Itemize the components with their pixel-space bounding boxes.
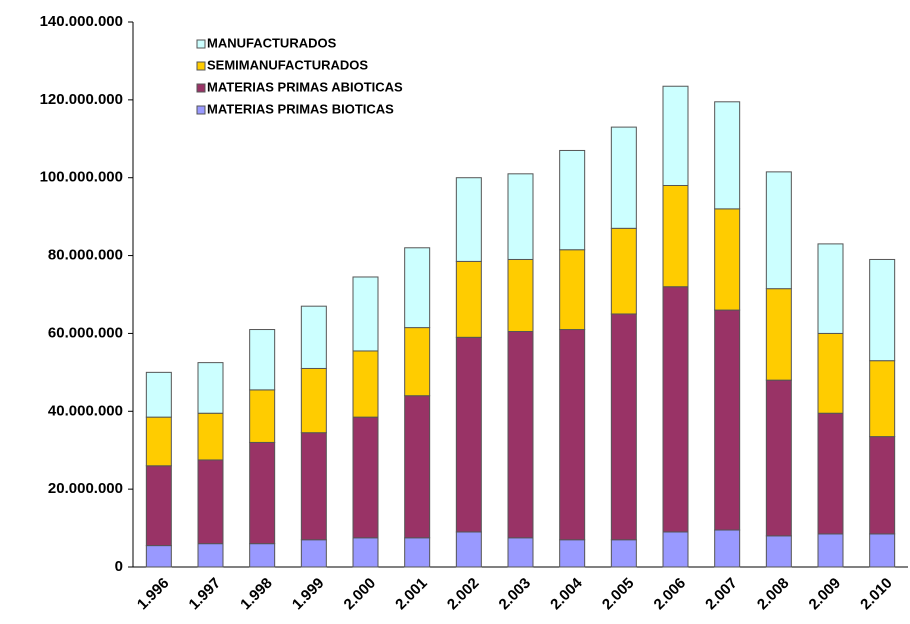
y-tick-label: 40.000.000 [48,402,123,419]
bar-segment [404,537,431,568]
bar-segment [507,330,534,539]
bar-segment [765,535,792,568]
bar-segment [300,305,327,369]
x-tick-label: 2.000 [341,575,380,614]
legend-swatch [196,105,206,115]
y-tick-label: 0 [115,558,123,575]
bar-segment [352,350,379,418]
bar-segment [662,85,689,186]
bar-segment [455,531,482,568]
bar-segment [610,227,637,315]
bar-segment [352,537,379,568]
bar-segment [300,367,327,434]
y-tick-label: 60.000.000 [48,324,123,341]
bar-segment [817,412,844,535]
bar-segment [869,258,896,362]
bar-segment [300,432,327,541]
bar-segment [145,371,172,418]
bar-segment [869,360,896,438]
legend-label: MATERIAS PRIMAS BIOTICAS [207,101,394,116]
x-tick-label: 2.003 [496,575,535,614]
bar-segment [714,309,741,531]
bar-segment [610,126,637,229]
x-tick-label: 1.999 [289,575,328,614]
bar-segment [610,539,637,568]
bar-segment [559,539,586,568]
bar-segment [817,243,844,334]
bar-segment [352,416,379,539]
bar-segment [249,329,276,391]
bar-segment [765,379,792,537]
y-tick-label: 20.000.000 [48,480,123,497]
y-tick-label: 140.000.000 [40,13,123,30]
bar-segment [197,362,224,414]
bar-segment [714,101,741,210]
bar-segment [610,313,637,541]
bar-segment [559,329,586,541]
legend-swatch [196,39,206,49]
bar-segment [507,537,534,568]
x-tick-label: 2.010 [857,575,896,614]
bar-segment [197,412,224,461]
bar-segment [714,208,741,311]
legend-label: MATERIAS PRIMAS ABIOTICAS [207,79,403,94]
bar-segment [455,260,482,338]
bar-segment [249,389,276,443]
x-tick-label: 2.007 [702,575,741,614]
x-tick-label: 1.997 [186,575,225,614]
bar-segment [352,276,379,352]
x-tick-label: 2.006 [651,575,690,614]
bar-segment [662,286,689,533]
bar-segment [455,336,482,533]
x-tick-label: 2.002 [444,575,483,614]
bar-segment [300,539,327,568]
bar-segment [714,529,741,568]
y-tick-label: 120.000.000 [40,91,123,108]
bar-segment [559,149,586,251]
bar-segment [404,327,431,397]
y-tick-label: 100.000.000 [40,169,123,186]
legend-swatch [196,83,206,93]
legend-label: SEMIMANUFACTURADOS [207,57,368,72]
bar-segment [145,465,172,547]
x-tick-label: 2.001 [392,575,431,614]
bar-segment [559,249,586,331]
x-tick-label: 1.996 [134,575,173,614]
bar-segment [197,543,224,568]
bar-segment [765,171,792,290]
bar-segment [145,545,172,568]
bar-segment [249,441,276,545]
legend-label: MANUFACTURADOS [207,35,337,50]
bar-segment [817,533,844,568]
bar-segment [404,247,431,329]
bar-segment [662,531,689,568]
bar-segment [145,416,172,467]
x-tick-label: 2.009 [806,575,845,614]
bar-segment [869,533,896,568]
bar-segment [249,543,276,568]
bar-segment [817,332,844,414]
bar-segment [765,288,792,381]
bar-segment [197,459,224,545]
bar-segment [455,177,482,262]
bar-segment [404,395,431,539]
bar-segment [869,436,896,535]
x-tick-label: 2.005 [599,575,638,614]
y-tick-label: 80.000.000 [48,247,123,264]
bar-segment [507,258,534,332]
bar-segment [662,185,689,288]
x-tick-label: 2.008 [754,575,793,614]
bar-segment [507,173,534,260]
legend-swatch [196,61,206,71]
x-tick-label: 1.998 [237,575,276,614]
x-tick-label: 2.004 [547,574,586,613]
